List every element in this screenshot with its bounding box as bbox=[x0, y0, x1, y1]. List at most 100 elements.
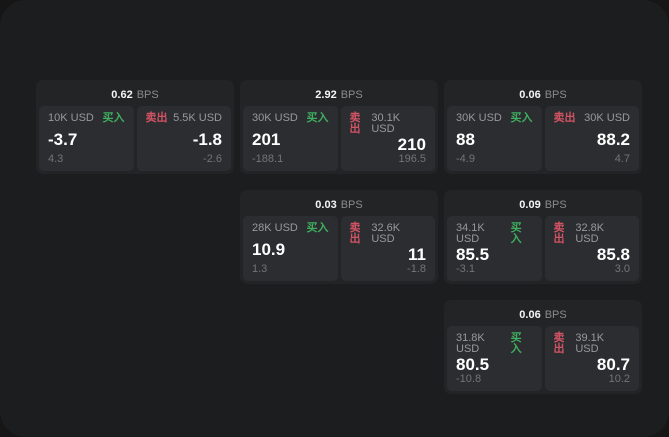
buy-value: 10.9 bbox=[252, 239, 286, 259]
sell-amount: 39.1K USD bbox=[575, 332, 605, 355]
bps-value: 0.03 bbox=[315, 198, 337, 211]
sell-panel-top: 卖出 32.6K USD bbox=[350, 223, 427, 245]
bps-value: 2.92 bbox=[315, 88, 337, 101]
buy-panel-top: 31.8K USD 买入 bbox=[456, 333, 533, 355]
buy-delta: -188.1 bbox=[252, 153, 284, 165]
spread-card: 2.92 BPS 30K USD 买入 201 -188.1 卖出 30.1K … bbox=[240, 80, 438, 174]
card-header: 0.06 BPS bbox=[447, 303, 639, 326]
sell-amount: 30K USD bbox=[584, 112, 630, 124]
buy-panel[interactable]: 30K USD 买入 201 -188.1 bbox=[243, 106, 338, 171]
card-body: 30K USD 买入 201 -188.1 卖出 30.1K USD 210 1… bbox=[243, 106, 435, 171]
sell-panel-top: 卖出 30.1K USD bbox=[350, 113, 427, 135]
buy-panel-top: 10K USD 买入 bbox=[48, 113, 125, 124]
buy-value: 88 bbox=[456, 129, 475, 149]
bps-value: 0.62 bbox=[111, 88, 133, 101]
bps-unit: BPS bbox=[544, 88, 567, 101]
sell-amount: 30.1K USD bbox=[371, 112, 401, 135]
sell-amount: 32.8K USD bbox=[575, 222, 605, 245]
sell-value: 210 bbox=[397, 135, 426, 154]
sell-label: 卖出 bbox=[349, 112, 361, 135]
buy-delta: -10.8 bbox=[456, 373, 482, 385]
buy-panel[interactable]: 31.8K USD 买入 80.5 -10.8 bbox=[447, 326, 542, 391]
card-body: 10K USD 买入 -3.7 4.3 卖出 5.5K USD -1.8 -2.… bbox=[39, 106, 231, 171]
sell-delta: -2.6 bbox=[203, 153, 222, 165]
buy-value: 85.5 bbox=[456, 245, 490, 264]
bps-value: 0.09 bbox=[519, 198, 541, 211]
bps-unit: BPS bbox=[340, 88, 363, 101]
sell-delta: 196.5 bbox=[398, 153, 426, 165]
buy-panel[interactable]: 30K USD 买入 88 -4.9 bbox=[447, 106, 542, 171]
spread-card: 0.62 BPS 10K USD 买入 -3.7 4.3 卖出 5.5K USD… bbox=[36, 80, 234, 174]
sell-label: 卖出 bbox=[553, 222, 565, 245]
buy-delta: -4.9 bbox=[456, 153, 475, 165]
sell-value: 88.2 bbox=[596, 129, 630, 149]
sell-amount: 5.5K USD bbox=[173, 112, 222, 124]
sell-panel[interactable]: 卖出 30K USD 88.2 4.7 bbox=[544, 106, 639, 171]
buy-panel-top: 30K USD 买入 bbox=[456, 113, 533, 124]
buy-label: 买入 bbox=[510, 332, 522, 355]
sell-panel-top: 卖出 5.5K USD bbox=[146, 113, 223, 124]
buy-amount: 28K USD bbox=[252, 222, 298, 234]
sell-label: 卖出 bbox=[553, 332, 565, 355]
card-body: 30K USD 买入 88 -4.9 卖出 30K USD 88.2 4.7 bbox=[447, 106, 639, 171]
spread-card: 0.03 BPS 28K USD 买入 10.9 1.3 卖出 32.6K US… bbox=[240, 190, 438, 284]
sell-value: 85.8 bbox=[596, 245, 630, 264]
spread-card: 0.09 BPS 34.1K USD 买入 85.5 -3.1 卖出 32.8K… bbox=[444, 190, 642, 284]
card-header: 0.06 BPS bbox=[447, 83, 639, 106]
buy-amount: 30K USD bbox=[252, 112, 298, 124]
buy-value: 80.5 bbox=[456, 355, 490, 374]
buy-label: 买入 bbox=[306, 112, 329, 124]
buy-panel[interactable]: 10K USD 买入 -3.7 4.3 bbox=[39, 106, 134, 171]
card-header: 0.62 BPS bbox=[39, 83, 231, 106]
sell-panel[interactable]: 卖出 39.1K USD 80.7 10.2 bbox=[544, 326, 639, 391]
sell-value: 80.7 bbox=[596, 355, 630, 374]
buy-amount: 10K USD bbox=[48, 112, 94, 124]
card-header: 0.03 BPS bbox=[243, 193, 435, 216]
buy-amount: 34.1K USD bbox=[456, 222, 485, 245]
sell-label: 卖出 bbox=[145, 112, 168, 124]
sell-delta: 3.0 bbox=[614, 263, 630, 275]
sell-label: 卖出 bbox=[349, 222, 361, 245]
buy-amount: 31.8K USD bbox=[456, 332, 485, 355]
buy-delta: 1.3 bbox=[252, 263, 268, 275]
buy-amount: 30K USD bbox=[456, 112, 502, 124]
sell-panel-top: 卖出 32.8K USD bbox=[554, 223, 631, 245]
sell-panel[interactable]: 卖出 32.6K USD 11 -1.8 bbox=[340, 216, 435, 281]
sell-panel-top: 卖出 30K USD bbox=[554, 113, 631, 124]
sell-amount: 32.6K USD bbox=[371, 222, 401, 245]
sell-panel[interactable]: 卖出 5.5K USD -1.8 -2.6 bbox=[136, 106, 231, 171]
sell-panel[interactable]: 卖出 30.1K USD 210 196.5 bbox=[340, 106, 435, 171]
bps-value: 0.06 bbox=[519, 88, 541, 101]
card-header: 0.09 BPS bbox=[447, 193, 639, 216]
card-body: 28K USD 买入 10.9 1.3 卖出 32.6K USD 11 -1.8 bbox=[243, 216, 435, 281]
buy-panel-top: 34.1K USD 买入 bbox=[456, 223, 533, 245]
sell-delta: -1.8 bbox=[407, 263, 426, 275]
sell-panel-top: 卖出 39.1K USD bbox=[554, 333, 631, 355]
sell-panel[interactable]: 卖出 32.8K USD 85.8 3.0 bbox=[544, 216, 639, 281]
bps-unit: BPS bbox=[544, 198, 567, 211]
sell-value: -1.8 bbox=[192, 129, 222, 149]
bps-unit: BPS bbox=[340, 198, 363, 211]
cards-grid: 0.62 BPS 10K USD 买入 -3.7 4.3 卖出 5.5K USD… bbox=[36, 80, 642, 394]
card-header: 2.92 BPS bbox=[243, 83, 435, 106]
card-body: 31.8K USD 买入 80.5 -10.8 卖出 39.1K USD 80.… bbox=[447, 326, 639, 391]
buy-value: -3.7 bbox=[48, 129, 78, 149]
sell-value: 11 bbox=[408, 245, 426, 264]
bps-value: 0.06 bbox=[519, 308, 541, 321]
sell-label: 卖出 bbox=[553, 112, 576, 124]
buy-delta: -3.1 bbox=[456, 263, 475, 275]
buy-value: 201 bbox=[252, 129, 281, 149]
buy-delta: 4.3 bbox=[48, 153, 64, 165]
buy-panel-top: 30K USD 买入 bbox=[252, 113, 329, 124]
spread-card: 0.06 BPS 31.8K USD 买入 80.5 -10.8 卖出 39.1… bbox=[444, 300, 642, 394]
buy-panel[interactable]: 34.1K USD 买入 85.5 -3.1 bbox=[447, 216, 542, 281]
buy-label: 买入 bbox=[510, 112, 533, 124]
buy-panel[interactable]: 28K USD 买入 10.9 1.3 bbox=[243, 216, 338, 281]
bps-unit: BPS bbox=[544, 308, 567, 321]
buy-label: 买入 bbox=[102, 112, 125, 124]
buy-label: 买入 bbox=[306, 222, 329, 234]
sell-delta: 10.2 bbox=[608, 373, 630, 385]
card-body: 34.1K USD 买入 85.5 -3.1 卖出 32.8K USD 85.8… bbox=[447, 216, 639, 281]
sell-delta: 4.7 bbox=[614, 153, 630, 165]
